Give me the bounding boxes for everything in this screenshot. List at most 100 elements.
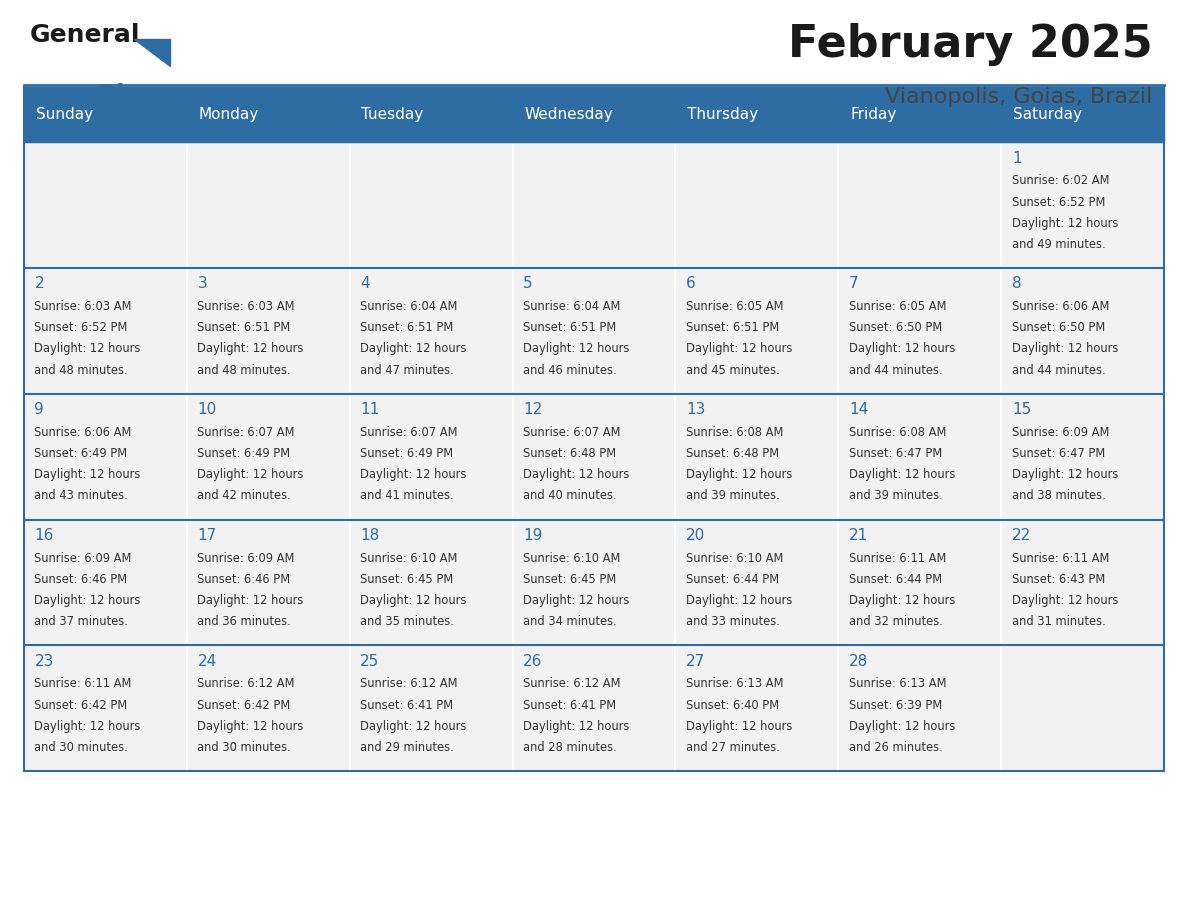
Text: 21: 21: [849, 528, 868, 543]
Text: Sunset: 6:46 PM: Sunset: 6:46 PM: [34, 573, 127, 586]
Text: Daylight: 12 hours: Daylight: 12 hours: [360, 720, 467, 733]
Text: Daylight: 12 hours: Daylight: 12 hours: [849, 468, 955, 481]
FancyBboxPatch shape: [24, 268, 187, 394]
Text: Daylight: 12 hours: Daylight: 12 hours: [197, 468, 304, 481]
Text: Daylight: 12 hours: Daylight: 12 hours: [1012, 342, 1118, 355]
Text: Daylight: 12 hours: Daylight: 12 hours: [197, 720, 304, 733]
Text: Daylight: 12 hours: Daylight: 12 hours: [197, 594, 304, 607]
Text: Sunrise: 6:10 AM: Sunrise: 6:10 AM: [360, 552, 457, 565]
Text: Sunday: Sunday: [36, 107, 93, 122]
FancyBboxPatch shape: [512, 520, 676, 645]
FancyBboxPatch shape: [839, 520, 1001, 645]
Text: Saturday: Saturday: [1013, 107, 1082, 122]
Text: Sunset: 6:50 PM: Sunset: 6:50 PM: [849, 321, 942, 334]
Text: Sunset: 6:51 PM: Sunset: 6:51 PM: [687, 321, 779, 334]
Text: and 26 minutes.: and 26 minutes.: [849, 741, 943, 754]
Text: Daylight: 12 hours: Daylight: 12 hours: [687, 342, 792, 355]
Text: Sunset: 6:46 PM: Sunset: 6:46 PM: [197, 573, 291, 586]
Text: Sunset: 6:52 PM: Sunset: 6:52 PM: [1012, 196, 1105, 208]
Text: Sunrise: 6:05 AM: Sunrise: 6:05 AM: [687, 300, 784, 313]
Text: 10: 10: [197, 402, 216, 417]
Text: Sunrise: 6:04 AM: Sunrise: 6:04 AM: [360, 300, 457, 313]
FancyBboxPatch shape: [187, 645, 349, 771]
Text: Sunrise: 6:05 AM: Sunrise: 6:05 AM: [849, 300, 947, 313]
Text: 2: 2: [34, 276, 44, 291]
Text: 25: 25: [360, 654, 379, 668]
Text: Sunset: 6:44 PM: Sunset: 6:44 PM: [849, 573, 942, 586]
Text: Sunrise: 6:11 AM: Sunrise: 6:11 AM: [34, 677, 132, 690]
Text: and 30 minutes.: and 30 minutes.: [34, 741, 128, 754]
Text: Friday: Friday: [851, 107, 897, 122]
Text: Daylight: 12 hours: Daylight: 12 hours: [360, 594, 467, 607]
Text: Sunset: 6:43 PM: Sunset: 6:43 PM: [1012, 573, 1105, 586]
Text: 14: 14: [849, 402, 868, 417]
Text: Sunset: 6:42 PM: Sunset: 6:42 PM: [197, 699, 291, 711]
FancyBboxPatch shape: [187, 394, 349, 520]
Text: Daylight: 12 hours: Daylight: 12 hours: [687, 468, 792, 481]
FancyBboxPatch shape: [512, 645, 676, 771]
FancyBboxPatch shape: [512, 268, 676, 394]
Text: 8: 8: [1012, 276, 1022, 291]
Text: Sunset: 6:39 PM: Sunset: 6:39 PM: [849, 699, 942, 711]
Text: and 44 minutes.: and 44 minutes.: [1012, 364, 1106, 376]
FancyBboxPatch shape: [349, 87, 512, 142]
Text: and 43 minutes.: and 43 minutes.: [34, 489, 128, 502]
Text: 20: 20: [687, 528, 706, 543]
Text: Daylight: 12 hours: Daylight: 12 hours: [849, 342, 955, 355]
FancyBboxPatch shape: [839, 394, 1001, 520]
Text: Sunset: 6:47 PM: Sunset: 6:47 PM: [1012, 447, 1105, 460]
Text: Sunrise: 6:11 AM: Sunrise: 6:11 AM: [1012, 552, 1110, 565]
Text: and 47 minutes.: and 47 minutes.: [360, 364, 454, 376]
FancyBboxPatch shape: [24, 142, 187, 268]
Text: Sunrise: 6:10 AM: Sunrise: 6:10 AM: [687, 552, 784, 565]
FancyBboxPatch shape: [1001, 142, 1164, 268]
Text: Sunrise: 6:13 AM: Sunrise: 6:13 AM: [849, 677, 947, 690]
Text: Daylight: 12 hours: Daylight: 12 hours: [1012, 217, 1118, 230]
FancyBboxPatch shape: [676, 87, 839, 142]
Text: and 31 minutes.: and 31 minutes.: [1012, 615, 1106, 628]
Text: Sunrise: 6:08 AM: Sunrise: 6:08 AM: [849, 426, 947, 439]
Text: Daylight: 12 hours: Daylight: 12 hours: [523, 594, 630, 607]
Text: Daylight: 12 hours: Daylight: 12 hours: [523, 342, 630, 355]
FancyBboxPatch shape: [24, 394, 187, 520]
Text: Sunrise: 6:12 AM: Sunrise: 6:12 AM: [360, 677, 457, 690]
Text: 13: 13: [687, 402, 706, 417]
Text: and 41 minutes.: and 41 minutes.: [360, 489, 454, 502]
Text: and 49 minutes.: and 49 minutes.: [1012, 238, 1106, 251]
Text: Daylight: 12 hours: Daylight: 12 hours: [523, 468, 630, 481]
Text: 6: 6: [687, 276, 696, 291]
Text: February 2025: February 2025: [788, 23, 1152, 66]
FancyBboxPatch shape: [839, 142, 1001, 268]
Text: 12: 12: [523, 402, 543, 417]
Text: and 30 minutes.: and 30 minutes.: [197, 741, 291, 754]
Text: Daylight: 12 hours: Daylight: 12 hours: [34, 342, 141, 355]
Text: Sunrise: 6:04 AM: Sunrise: 6:04 AM: [523, 300, 620, 313]
Text: Daylight: 12 hours: Daylight: 12 hours: [1012, 594, 1118, 607]
Text: Sunset: 6:48 PM: Sunset: 6:48 PM: [687, 447, 779, 460]
Text: Sunset: 6:51 PM: Sunset: 6:51 PM: [197, 321, 291, 334]
FancyBboxPatch shape: [349, 268, 512, 394]
Text: Sunrise: 6:07 AM: Sunrise: 6:07 AM: [197, 426, 295, 439]
FancyBboxPatch shape: [839, 268, 1001, 394]
FancyBboxPatch shape: [512, 394, 676, 520]
Text: Wednesday: Wednesday: [524, 107, 613, 122]
Text: and 28 minutes.: and 28 minutes.: [523, 741, 617, 754]
Text: Sunset: 6:49 PM: Sunset: 6:49 PM: [197, 447, 291, 460]
FancyBboxPatch shape: [839, 645, 1001, 771]
Text: 4: 4: [360, 276, 369, 291]
Text: 22: 22: [1012, 528, 1031, 543]
Text: 19: 19: [523, 528, 543, 543]
Text: Daylight: 12 hours: Daylight: 12 hours: [849, 720, 955, 733]
Text: Sunset: 6:47 PM: Sunset: 6:47 PM: [849, 447, 942, 460]
FancyBboxPatch shape: [676, 268, 839, 394]
Text: Sunrise: 6:09 AM: Sunrise: 6:09 AM: [1012, 426, 1110, 439]
Text: 16: 16: [34, 528, 53, 543]
FancyBboxPatch shape: [24, 645, 187, 771]
FancyBboxPatch shape: [1001, 520, 1164, 645]
Text: 5: 5: [523, 276, 533, 291]
FancyBboxPatch shape: [349, 520, 512, 645]
Text: Sunrise: 6:07 AM: Sunrise: 6:07 AM: [360, 426, 457, 439]
Text: Sunset: 6:48 PM: Sunset: 6:48 PM: [523, 447, 617, 460]
FancyBboxPatch shape: [187, 142, 349, 268]
FancyBboxPatch shape: [839, 87, 1001, 142]
